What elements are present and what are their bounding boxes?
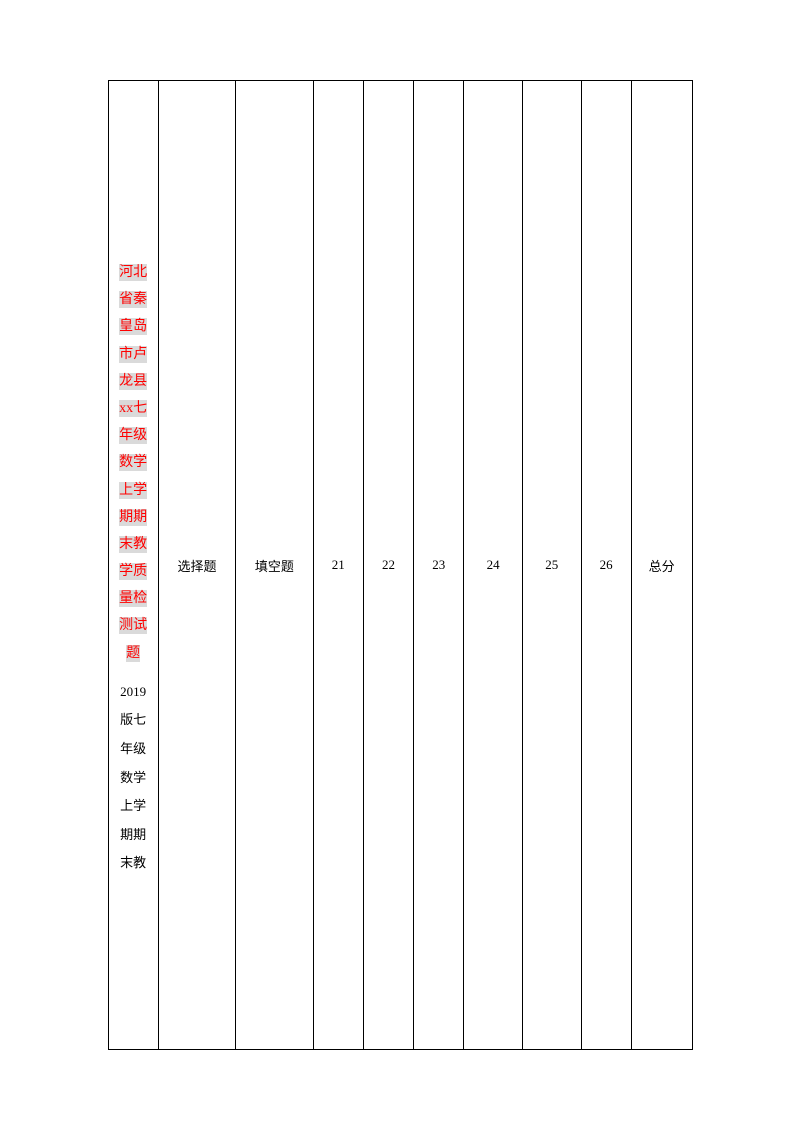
header-21: 21 — [313, 81, 363, 1050]
header-25: 25 — [522, 81, 581, 1050]
header-fillblank: 填空题 — [236, 81, 313, 1050]
title-line: 皇岛 — [119, 318, 147, 335]
title-line: 河北 — [119, 264, 147, 281]
title-cell: 河北 省秦 皇岛 市卢 龙县 xx七 年级 数学 上学 期期 末教 学质 量检 … — [108, 81, 158, 1050]
table-row: 河北 省秦 皇岛 市卢 龙县 xx七 年级 数学 上学 期期 末教 学质 量检 … — [108, 81, 692, 1050]
title-line: 末教 — [119, 536, 147, 553]
red-title-block: 河北 省秦 皇岛 市卢 龙县 xx七 年级 数学 上学 期期 末教 学质 量检 … — [111, 252, 156, 672]
header-total: 总分 — [631, 81, 692, 1050]
title-line: 量检 — [119, 590, 147, 607]
subtitle-line: 2019 — [111, 678, 156, 707]
title-line: 数学 — [119, 454, 147, 471]
subtitle-line: 版七 — [111, 706, 156, 735]
subtitle-line: 期期 — [111, 821, 156, 850]
title-line: 期期 — [119, 509, 147, 526]
subtitle-line: 末教 — [111, 849, 156, 878]
header-24: 24 — [464, 81, 523, 1050]
exam-score-table: 河北 省秦 皇岛 市卢 龙县 xx七 年级 数学 上学 期期 末教 学质 量检 … — [108, 80, 693, 1050]
black-subtitle-block: 2019 版七 年级 数学 上学 期期 末教 — [111, 678, 156, 878]
subtitle-line: 上学 — [111, 792, 156, 821]
page-container: 河北 省秦 皇岛 市卢 龙县 xx七 年级 数学 上学 期期 末教 学质 量检 … — [0, 0, 800, 1132]
header-26: 26 — [581, 81, 631, 1050]
title-line: 上学 — [119, 482, 147, 499]
subtitle-line: 数学 — [111, 764, 156, 793]
title-line: xx七 — [119, 400, 147, 417]
title-line: 市卢 — [119, 346, 147, 363]
header-23: 23 — [414, 81, 464, 1050]
title-line: 省秦 — [119, 291, 147, 308]
title-line: 年级 — [119, 427, 147, 444]
title-line: 学质 — [119, 563, 147, 580]
title-line: 题 — [126, 645, 140, 662]
header-choice: 选择题 — [158, 81, 235, 1050]
header-22: 22 — [363, 81, 413, 1050]
title-line: 龙县 — [119, 373, 147, 390]
title-line: 测试 — [119, 617, 147, 634]
subtitle-line: 年级 — [111, 735, 156, 764]
